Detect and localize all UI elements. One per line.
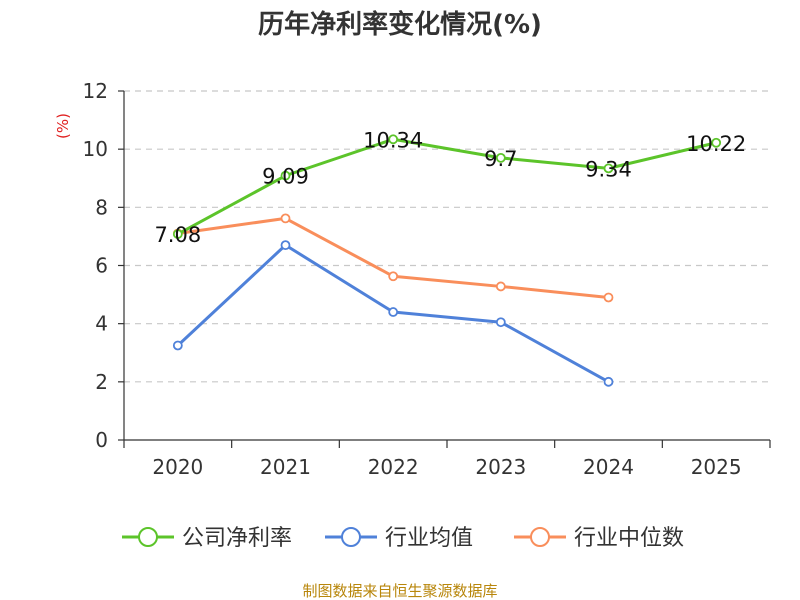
series-1-point-2023 <box>495 152 506 163</box>
series-layer <box>172 134 722 387</box>
series-1-point-2020 <box>172 229 183 239</box>
legend-swatch-marker <box>530 527 550 547</box>
legend-label: 行业均值 <box>385 526 473 551</box>
legend-swatch-marker <box>138 527 158 547</box>
legend-swatch-marker <box>341 527 361 547</box>
x-tick-label-2020: 2020 <box>152 455 203 479</box>
y-tick-label-10: 10 <box>83 137 108 161</box>
data-label-2020: 7.08 <box>154 223 201 247</box>
series-2-point-2023 <box>495 317 506 328</box>
series-2-point-2021 <box>280 240 291 251</box>
y-tick-label-0: 0 <box>95 428 108 452</box>
legend-item-2: 行业均值 <box>325 526 473 551</box>
data-labels: 7.08 9.09 10.34 9.7 9.34 10.22 <box>154 128 746 247</box>
series-2-point-2022 <box>388 307 399 317</box>
data-label-2023: 9.7 <box>484 147 517 171</box>
legend-item-3: 行业中位数 <box>514 526 684 551</box>
series-1-point-2025 <box>711 137 722 148</box>
series-line-1 <box>177 137 717 236</box>
x-tick-label-2021: 2021 <box>260 455 311 479</box>
y-tick-label-12: 12 <box>83 79 108 103</box>
source-note: 制图数据来自恒生聚源数据库 <box>302 582 497 600</box>
series-1-point-2021 <box>280 170 291 181</box>
x-tick-label-2022: 2022 <box>368 455 419 479</box>
legend: 公司净利率 行业均值 行业中位数 <box>122 526 684 551</box>
x-tick-label-2025: 2025 <box>691 455 742 479</box>
y-tick-label-6: 6 <box>95 254 108 278</box>
series-3-point-2021 <box>280 213 291 224</box>
series-2-point-2024 <box>603 376 614 387</box>
legend-item-1: 公司净利率 <box>122 526 292 551</box>
y-tick-label-2: 2 <box>95 370 108 394</box>
chart-title: 历年净利率变化情况(%) <box>258 9 542 40</box>
series-3-point-2024 <box>603 292 614 303</box>
axes: 0 2 4 6 8 10 12 2020 2021 2022 2023 2024 2025 <box>83 79 771 479</box>
legend-label: 行业中位数 <box>574 526 684 551</box>
x-tick-label-2024: 2024 <box>583 455 634 479</box>
data-label-2022: 10.34 <box>363 128 423 152</box>
series-3-point-2023 <box>495 281 506 292</box>
legend-label: 公司净利率 <box>182 526 292 551</box>
y-tick-label-4: 4 <box>95 312 108 336</box>
series-3-point-2022 <box>388 271 399 282</box>
series-1-point-2022 <box>388 134 399 145</box>
data-label-2021: 9.09 <box>262 165 309 189</box>
data-label-2025: 10.22 <box>686 132 746 156</box>
x-tick-label-2023: 2023 <box>475 455 526 479</box>
series-2-point-2020 <box>172 340 183 351</box>
series-1-point-2024 <box>603 163 614 174</box>
y-axis-label: (%) <box>54 113 72 139</box>
data-label-2024: 9.34 <box>585 157 632 181</box>
grid-lines <box>124 90 770 383</box>
y-tick-label-8: 8 <box>95 195 108 219</box>
